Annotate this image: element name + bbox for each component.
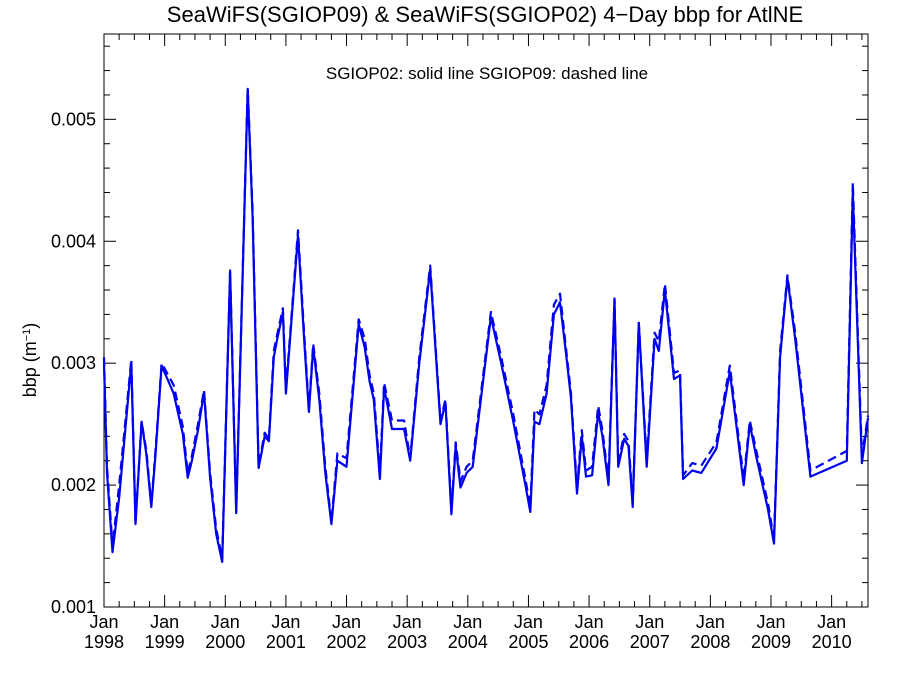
y-axis-ticks: 0.001 0.002 0.003 0.004 0.005: [51, 45, 868, 617]
x-axis-ticks: Jan1998Jan1999Jan2000Jan2001Jan2002Jan20…: [84, 34, 863, 652]
x-tick-month-label: Jan: [150, 612, 179, 632]
x-tick-year-label: 2010: [812, 632, 852, 652]
x-tick-year-label: 2009: [751, 632, 791, 652]
x-tick-month-label: Jan: [211, 612, 240, 632]
x-tick-month-label: Jan: [635, 612, 664, 632]
x-tick-month-label: Jan: [332, 612, 361, 632]
x-tick-year-label: 1999: [145, 632, 185, 652]
plot-frame: [103, 33, 869, 608]
x-tick-month-label: Jan: [393, 612, 422, 632]
y-tick-label: 0.003: [51, 353, 96, 373]
x-tick-month-label: Jan: [696, 612, 725, 632]
y-axis-label-close: ): [20, 323, 40, 329]
x-tick-month-label: Jan: [817, 612, 846, 632]
x-tick-month-label: Jan: [453, 612, 482, 632]
x-tick-month-label: Jan: [514, 612, 543, 632]
x-tick-year-label: 2007: [630, 632, 670, 652]
y-tick-label: 0.005: [51, 109, 96, 129]
x-tick-year-label: 2000: [205, 632, 245, 652]
x-tick-year-label: 2003: [387, 632, 427, 652]
y-tick-label: 0.004: [51, 231, 96, 251]
series-line-sgiop02: [102, 87, 870, 563]
y-axis-label: bbp (m−1): [20, 323, 40, 398]
y-axis-label-main: bbp (m: [20, 341, 40, 397]
x-tick-year-label: 2006: [569, 632, 609, 652]
x-tick-year-label: 2005: [508, 632, 548, 652]
series-line-sgiop09: [102, 86, 870, 560]
x-tick-month-label: Jan: [575, 612, 604, 632]
series-layer: [102, 86, 870, 563]
x-tick-month-label: Jan: [756, 612, 785, 632]
x-tick-year-label: 1998: [84, 632, 124, 652]
x-tick-year-label: 2002: [327, 632, 367, 652]
y-axis-label-superscript: −1: [21, 329, 33, 342]
x-tick-month-label: Jan: [89, 612, 118, 632]
x-tick-year-label: 2001: [266, 632, 306, 652]
x-tick-month-label: Jan: [271, 612, 300, 632]
x-tick-year-label: 2008: [690, 632, 730, 652]
legend-text: SGIOP02: solid line SGIOP09: dashed line: [326, 64, 648, 83]
x-tick-year-label: 2004: [448, 632, 488, 652]
y-tick-label: 0.001: [51, 597, 96, 617]
chart-title: SeaWiFS(SGIOP09) & SeaWiFS(SGIOP02) 4−Da…: [167, 2, 803, 27]
y-tick-label: 0.002: [51, 475, 96, 495]
